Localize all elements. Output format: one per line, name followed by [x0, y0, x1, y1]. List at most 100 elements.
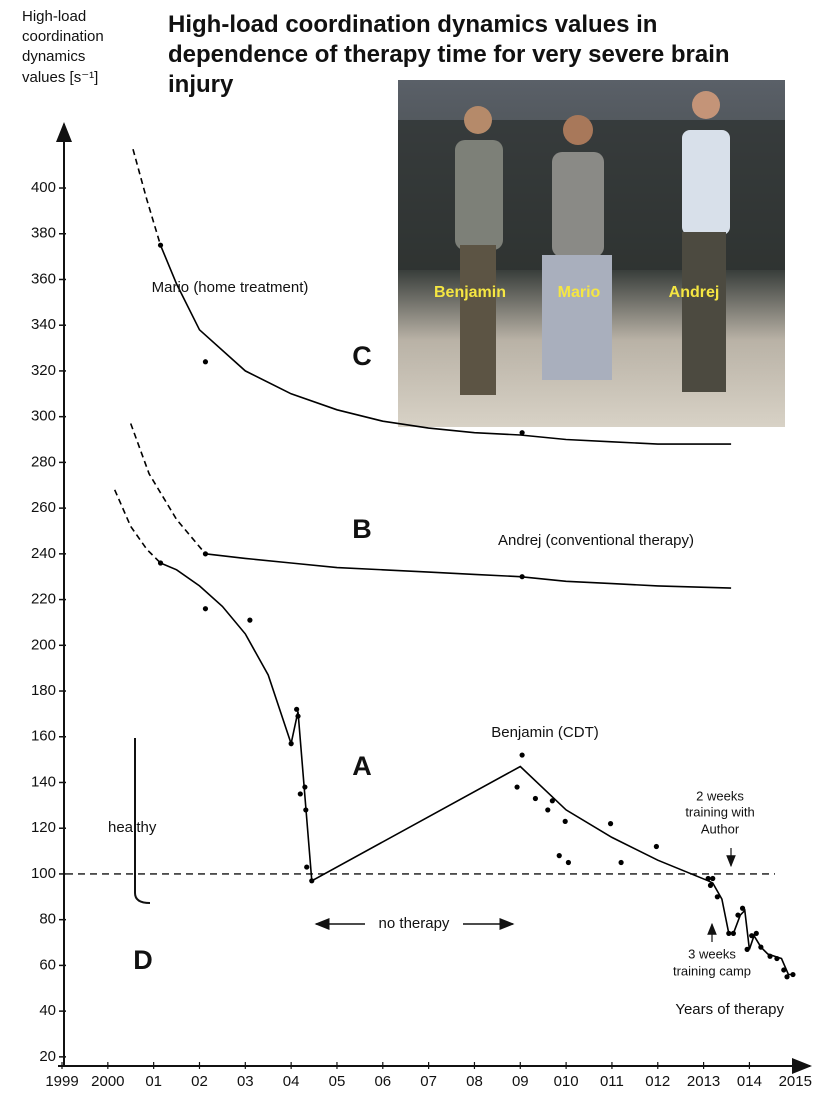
annotation: D: [133, 945, 153, 975]
curve-letter: A: [352, 751, 372, 781]
x-tick-label: 08: [466, 1073, 483, 1090]
data-point: [247, 618, 252, 623]
y-tick-label: 180: [31, 682, 56, 699]
x-tick-label: 05: [329, 1073, 346, 1090]
y-tick-label: 360: [31, 270, 56, 287]
data-point: [654, 844, 659, 849]
x-tick-label: 04: [283, 1073, 300, 1090]
x-tick-label: 011: [600, 1073, 624, 1090]
annotation: training with: [685, 804, 754, 819]
data-point: [619, 860, 624, 865]
data-point: [608, 821, 613, 826]
x-tick-label: 07: [420, 1073, 437, 1090]
x-tick-label: 06: [374, 1073, 391, 1090]
photo-label: Benjamin: [434, 284, 506, 301]
data-point: [706, 876, 711, 881]
data-point: [715, 894, 720, 899]
data-point: [520, 752, 525, 757]
data-point: [749, 933, 754, 938]
data-point: [566, 860, 571, 865]
dashed-curve: [115, 490, 161, 563]
data-point: [203, 359, 208, 364]
data-point: [731, 931, 736, 936]
y-tick-label: 100: [31, 865, 56, 882]
annotation: no therapy: [379, 915, 450, 932]
data-point: [754, 931, 759, 936]
data-point: [294, 707, 299, 712]
curve: [161, 563, 794, 975]
data-point: [520, 430, 525, 435]
photo-label: Andrej: [669, 284, 720, 301]
chart: Benjamin Mario Andrej High-load coordina…: [0, 0, 820, 1095]
data-point: [710, 876, 715, 881]
chart-title: High-load coordination dynamics values i…: [168, 10, 768, 100]
annotation: training camp: [673, 963, 751, 978]
data-point: [533, 796, 538, 801]
y-tick-label: 380: [31, 225, 56, 242]
x-tick-label: 2015: [779, 1073, 812, 1090]
person: [455, 106, 503, 395]
y-tick-label: 80: [39, 911, 56, 928]
data-point: [303, 807, 308, 812]
data-point: [550, 798, 555, 803]
page: High-load coordination dynamics {"chart_…: [0, 0, 820, 1095]
data-point: [726, 931, 731, 936]
dashed-curve: [131, 424, 206, 554]
y-tick-label: 140: [31, 773, 56, 790]
y-axis-label: values [s⁻¹]: [22, 69, 98, 86]
data-point: [708, 883, 713, 888]
curve: [205, 554, 731, 588]
person: [682, 91, 730, 392]
y-tick-label: 340: [31, 316, 56, 333]
y-tick-label: 120: [31, 819, 56, 836]
x-tick-label: 09: [512, 1073, 529, 1090]
y-tick-label: 200: [31, 636, 56, 653]
data-point: [158, 560, 163, 565]
dashed-curve: [133, 149, 161, 245]
y-axis-label: High-load: [22, 8, 86, 25]
data-point: [298, 791, 303, 796]
data-point: [767, 954, 772, 959]
data-point: [520, 574, 525, 579]
page-body: Benjamin Mario Andrej High-load coordina…: [0, 0, 820, 1095]
data-point: [774, 956, 779, 961]
y-tick-label: 240: [31, 545, 56, 562]
y-tick-label: 20: [39, 1048, 56, 1065]
data-point: [304, 864, 309, 869]
x-axis-label: Years of therapy: [675, 1001, 784, 1018]
curve-label: Mario (home treatment): [152, 279, 309, 296]
data-point: [309, 878, 314, 883]
data-point: [784, 974, 789, 979]
curve-letter: C: [352, 341, 372, 371]
y-tick-label: 280: [31, 453, 56, 470]
data-point: [289, 741, 294, 746]
y-tick-label: 300: [31, 408, 56, 425]
x-tick-label: 02: [191, 1073, 208, 1090]
x-tick-label: 2013: [687, 1073, 720, 1090]
y-tick-label: 220: [31, 591, 56, 608]
data-point: [302, 784, 307, 789]
annotation: Author: [701, 821, 740, 836]
data-point: [790, 972, 795, 977]
x-tick-label: 03: [237, 1073, 254, 1090]
x-tick-label: 010: [554, 1073, 579, 1090]
annotation: 3 weeks: [688, 946, 736, 961]
data-point: [557, 853, 562, 858]
y-tick-label: 60: [39, 956, 56, 973]
y-tick-label: 260: [31, 499, 56, 516]
data-point: [735, 912, 740, 917]
y-tick-label: 160: [31, 728, 56, 745]
data-point: [203, 606, 208, 611]
data-point: [758, 945, 763, 950]
x-tick-label: 1999: [45, 1073, 78, 1090]
data-point: [781, 967, 786, 972]
y-axis-label: dynamics: [22, 48, 85, 65]
annotation: healthy: [108, 819, 157, 836]
curve-label: Andrej (conventional therapy): [498, 532, 694, 549]
x-tick-label: 014: [737, 1073, 762, 1090]
annotation: 2 weeks: [696, 788, 744, 803]
curve-label: Benjamin (CDT): [491, 724, 599, 741]
data-point: [158, 243, 163, 248]
data-point: [514, 784, 519, 789]
photo: Benjamin Mario Andrej: [398, 80, 785, 427]
